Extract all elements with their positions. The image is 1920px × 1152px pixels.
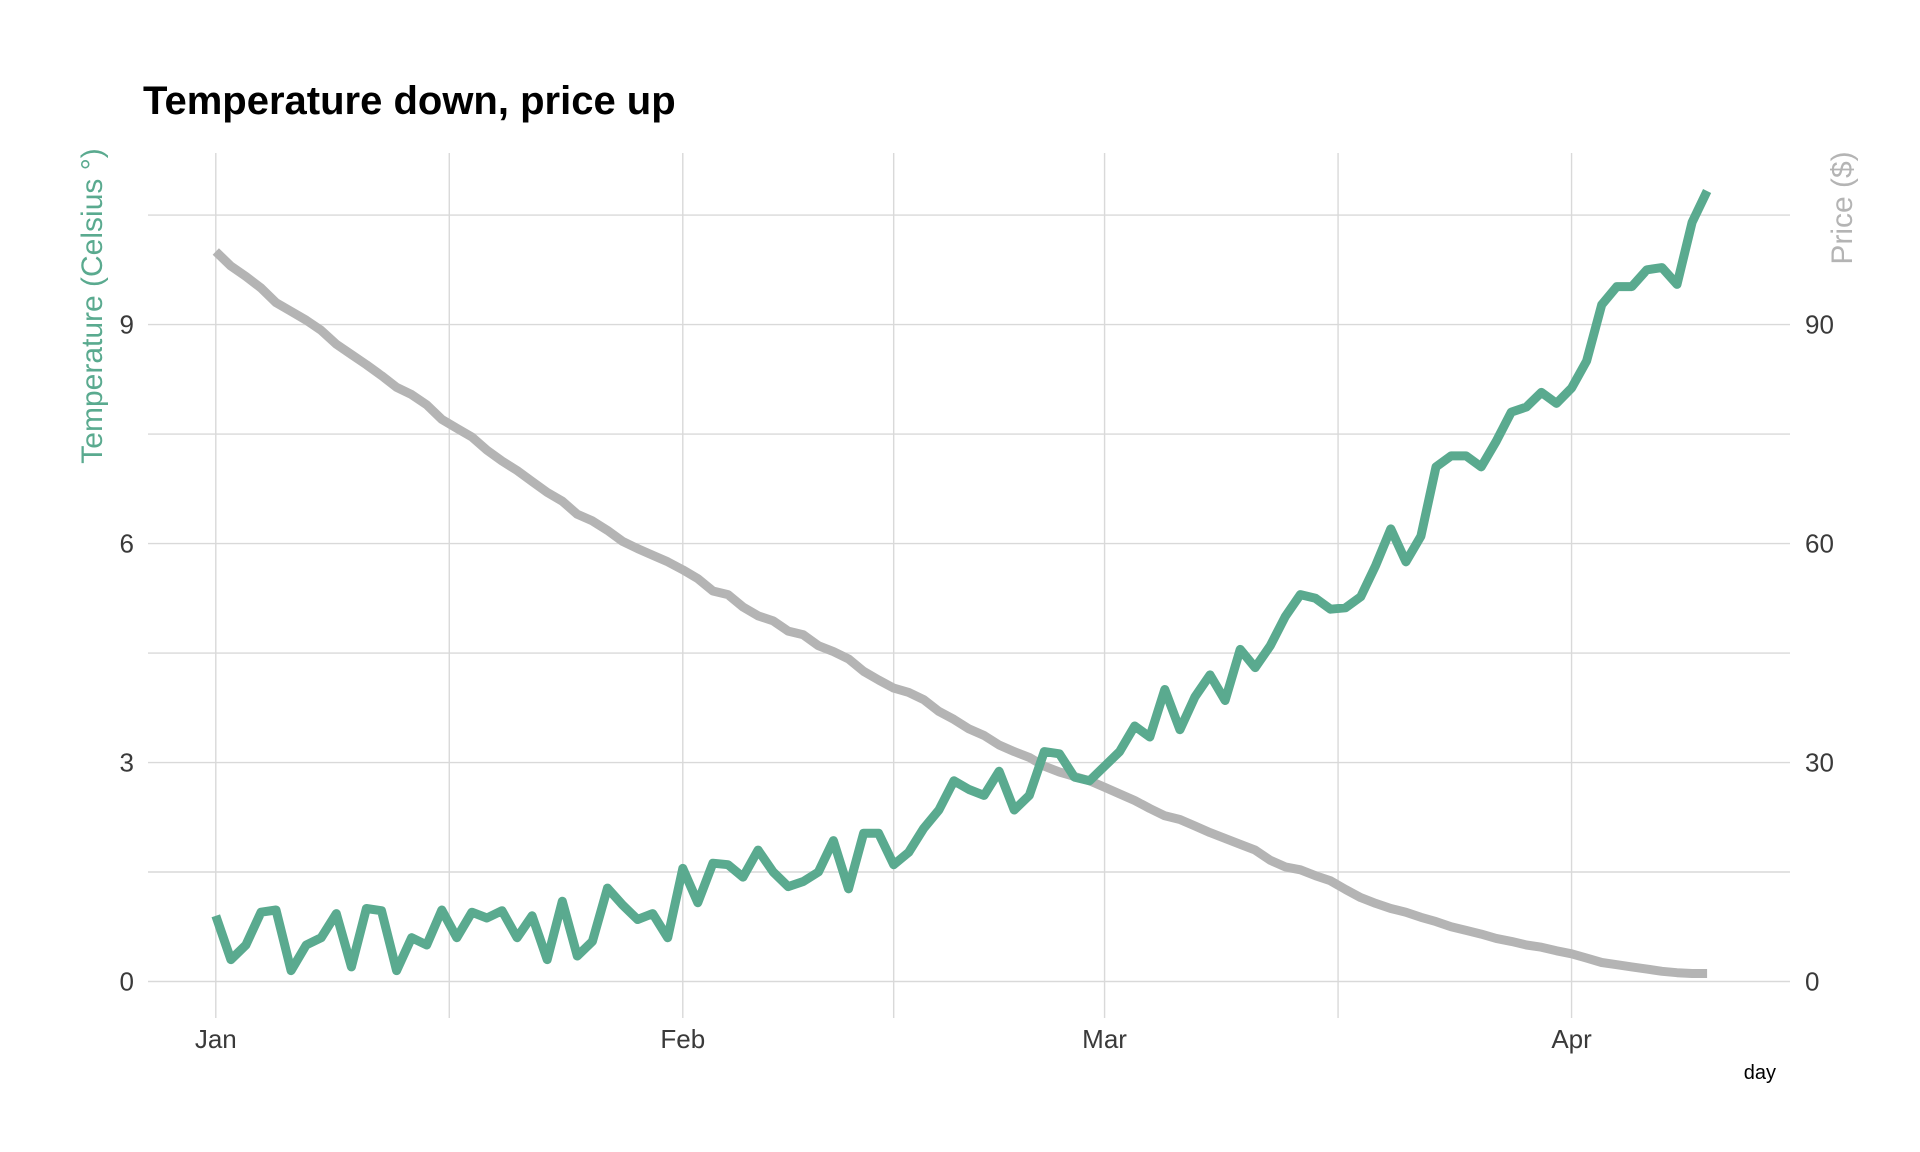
x-axis-label: day [1744,1062,1776,1084]
y-right-tick-label: 0 [1805,967,1819,997]
y-right-axis-ticks: 0 30 60 90 [1805,310,1834,997]
x-tick-label: Mar [1082,1024,1127,1054]
y-left-tick-label: 3 [120,748,134,778]
y-left-tick-label: 6 [120,529,134,559]
y-left-tick-label: 9 [120,310,134,340]
chart-title: Temperature down, price up [143,79,676,123]
series-line-temperature [211,189,1712,976]
y-right-tick-label: 60 [1805,529,1834,559]
x-axis-ticks: Jan Feb Mar Apr [195,1024,1592,1054]
series-line-price [212,248,1708,978]
x-tick-label: Jan [195,1024,237,1054]
y-right-tick-label: 90 [1805,310,1834,340]
y-left-axis-ticks: 0 3 6 9 [120,310,134,997]
series-layer [211,189,1712,978]
y-right-axis-label: Price ($) [1826,151,1859,264]
y-left-tick-label: 0 [120,967,134,997]
y-left-axis-label: Temperature (Celsius °) [76,148,109,463]
grid [148,153,1790,1018]
y-right-tick-label: 30 [1805,748,1834,778]
x-tick-label: Feb [660,1024,705,1054]
x-tick-label: Apr [1551,1024,1592,1054]
